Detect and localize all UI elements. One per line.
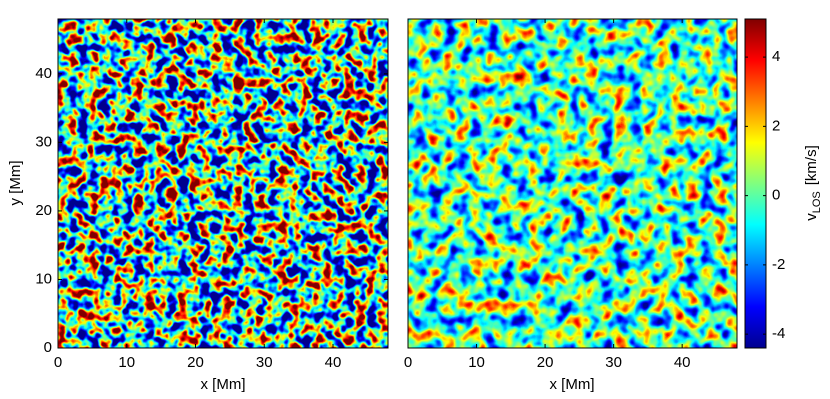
y-tick-label: 0 xyxy=(44,339,52,356)
colorbar-label-main: v xyxy=(803,213,820,221)
x-tick-label: 0 xyxy=(404,354,412,371)
x-axis-label: x [Mm] xyxy=(201,376,246,393)
x-tick-label: 40 xyxy=(674,354,691,371)
axes-frame xyxy=(57,18,389,349)
colorbar-tick-label: -2 xyxy=(772,256,785,273)
y-tick-label: 40 xyxy=(35,65,52,82)
x-tick-label: 20 xyxy=(537,354,554,371)
x-tick-label: 30 xyxy=(605,354,622,371)
colorbar-frame xyxy=(744,18,767,349)
heatmap-image xyxy=(408,19,737,348)
colorbar-tick-label: 0 xyxy=(772,187,780,204)
y-tick-label: 30 xyxy=(35,133,52,150)
y-tick-label: 10 xyxy=(35,270,52,287)
colorbar-label-unit: [km/s] xyxy=(803,145,820,185)
axes-frame xyxy=(407,18,738,349)
colorbar-label-sub: LOS xyxy=(811,191,823,213)
y-tick-label: 20 xyxy=(35,202,52,219)
colorbar-label: vLOS [km/s] xyxy=(803,145,823,221)
colorbar-tick-label: -4 xyxy=(772,325,785,342)
colorbar-tick-label: 4 xyxy=(772,48,780,65)
x-tick-label: 40 xyxy=(325,354,342,371)
colorbar xyxy=(745,19,766,348)
x-axis-label: x [Mm] xyxy=(550,376,595,393)
x-tick-label: 30 xyxy=(256,354,273,371)
heatmap-image xyxy=(58,19,388,348)
x-tick-label: 0 xyxy=(54,354,62,371)
x-tick-label: 10 xyxy=(118,354,135,371)
x-tick-label: 10 xyxy=(468,354,485,371)
y-axis-label: y [Mm] xyxy=(7,161,24,206)
colorbar-tick-label: 2 xyxy=(772,117,780,134)
x-tick-label: 20 xyxy=(187,354,204,371)
